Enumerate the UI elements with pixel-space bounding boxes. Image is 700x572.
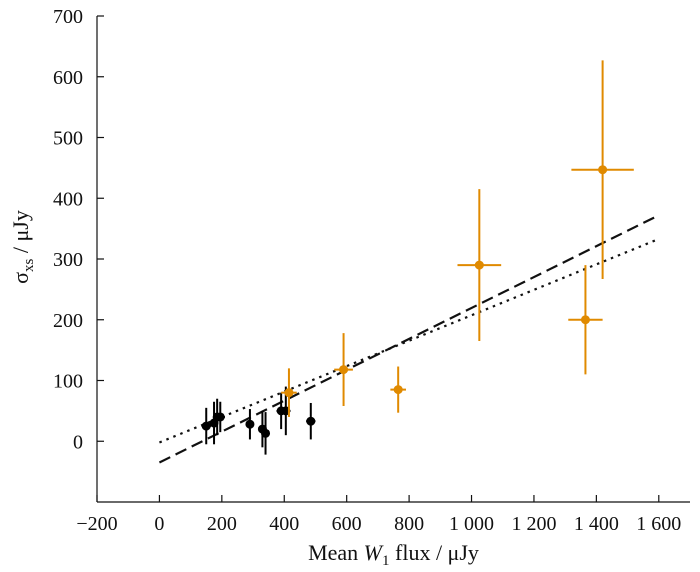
axes [96,15,690,503]
y-tick-label: 400 [53,188,83,210]
y-tick-label: 700 [53,6,83,28]
y-tick-label: 100 [53,371,83,393]
data-point [245,409,255,440]
data-point [261,412,271,455]
fit-line-dotted [159,237,660,444]
x-tick-label: 1 000 [449,513,494,535]
data-point [215,401,225,433]
point-marker [474,260,484,270]
point-marker [580,315,590,325]
y-tick-label: 300 [53,249,83,271]
data-point [568,265,603,375]
x-tick-label: 200 [207,513,237,535]
y-tick-label: 200 [53,310,83,332]
data-points [201,60,634,455]
y-tick-label: 600 [53,67,83,89]
x-tick-label: 1 400 [574,513,619,535]
data-point [457,189,502,342]
tick-labels: 0 100 200 300 400 500 600 700 −200 0 200 400 600 800 1… [53,6,681,535]
point-marker [284,388,294,398]
data-point [390,366,406,413]
point-marker [339,365,349,375]
point-marker [215,412,225,422]
x-tick-label: 400 [269,513,299,535]
x-tick-label: 1 600 [636,513,681,535]
x-tick-label: 1 200 [511,513,556,535]
point-marker [598,165,608,175]
point-marker [306,416,316,426]
x-tick-label: 800 [394,513,424,535]
point-marker [261,428,271,438]
data-point [306,402,316,440]
y-tick-label: 0 [73,431,83,453]
x-tick-label: 0 [154,513,164,535]
x-axis-label: Mean W1 flux / μJy [308,540,479,569]
x-tick-label: 600 [332,513,362,535]
x-tick-label: −200 [76,513,117,535]
fit-line-dashed [158,214,660,464]
data-point [334,333,353,407]
data-point [201,407,211,445]
point-marker [201,421,211,431]
data-point [571,60,634,280]
fit-lines [158,214,660,464]
y-tick-label: 500 [53,128,83,150]
point-marker [393,385,403,395]
data-point [281,368,297,417]
point-marker [245,419,255,429]
y-axis-label: σxs / μJy [8,210,37,284]
